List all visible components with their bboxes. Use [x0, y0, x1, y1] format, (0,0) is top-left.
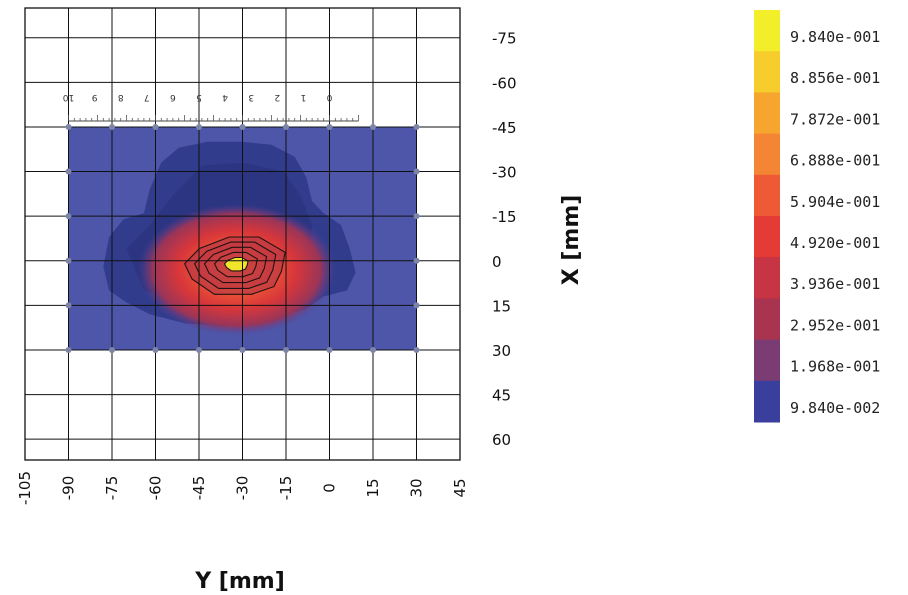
x-tick-label: -30	[234, 476, 252, 501]
grid-dot	[109, 123, 115, 130]
colorbar-label: 1.968e-001	[790, 358, 880, 376]
colorbar: 9.840e-001 8.856e-001 7.872e-001 6.888e-001…	[754, 10, 880, 423]
grid-dot	[65, 257, 72, 264]
grid-dot	[413, 257, 420, 264]
y-tick-label: -45	[492, 119, 517, 137]
grid-dot	[413, 346, 420, 353]
grid-dot	[239, 123, 246, 130]
ruler-label: 0	[326, 92, 332, 102]
x-tick-label: -90	[60, 476, 78, 501]
x-tick-label: -75	[103, 476, 121, 501]
ruler-label: 3	[248, 92, 254, 102]
grid-dot	[283, 346, 289, 353]
colorbar-label: 9.840e-001	[790, 28, 880, 46]
ruler-label: 1	[301, 92, 307, 102]
grid-dot	[65, 168, 72, 175]
grid-dot	[413, 168, 420, 175]
colorbar-label: 8.856e-001	[790, 69, 880, 87]
x-tick-label: -105	[16, 471, 34, 505]
grid	[24, 7, 461, 461]
grid-dot	[239, 346, 246, 353]
colorbar-label: 2.952e-001	[790, 316, 880, 334]
grid-dot	[196, 123, 202, 130]
x-tick-label: 15	[364, 478, 382, 497]
grid-dots	[65, 123, 420, 353]
colorbar-segment	[754, 92, 780, 135]
plot-area: 10 9 8 7 6 5 4 3 2 1 0	[24, 7, 461, 461]
grid-dot	[413, 123, 420, 130]
contour-line	[213, 251, 258, 278]
colorbar-segment	[754, 174, 780, 217]
contour-line	[183, 236, 286, 295]
y-tick-label: -15	[492, 208, 517, 226]
colorbar-segment	[754, 298, 780, 341]
y-axis-ticks: -75 -60 -45 -30 -15 0 15 30 45 60	[492, 30, 517, 449]
y-tick-label: -30	[492, 164, 517, 182]
ruler-label: 9	[91, 92, 97, 102]
grid-dot	[65, 346, 72, 353]
colorbar-label: 7.872e-001	[790, 110, 880, 128]
grid-dot	[283, 123, 289, 130]
grid-dot	[152, 346, 159, 353]
grid-dot	[370, 346, 376, 353]
ruler-label: 4	[222, 92, 228, 102]
y-tick-label: 30	[492, 342, 511, 360]
y-tick-label: -75	[492, 30, 517, 48]
colorbar-segment	[754, 257, 780, 299]
grid-dot	[65, 302, 72, 309]
x-tick-label: -15	[277, 476, 295, 501]
colorbar-segment	[754, 380, 780, 423]
grid-dot	[413, 302, 420, 309]
y-tick-label: 45	[492, 387, 511, 405]
contour-layer	[183, 236, 286, 295]
y-tick-label: 0	[492, 253, 502, 271]
grid-dot	[370, 123, 376, 130]
y-tick-label: 60	[492, 431, 511, 449]
colorbar-label: 6.888e-001	[790, 152, 880, 170]
x-tick-label: -45	[190, 476, 208, 501]
colorbar-label: 4.920e-001	[790, 234, 880, 252]
grid-dot	[413, 213, 420, 220]
x-tick-label: 30	[408, 478, 426, 497]
y-tick-label: 15	[492, 297, 511, 315]
ruler: 10 9 8 7 6 5 4 3 2 1 0	[63, 92, 359, 122]
contour-line	[193, 241, 277, 289]
colorbar-label: 5.904e-001	[790, 193, 880, 211]
x-axis-title: Y [mm]	[194, 569, 285, 594]
grid-dot	[326, 346, 333, 353]
x-axis-ticks: -105 -90 -75 -60 -45 -30 -15 0 15 30 45	[16, 471, 469, 505]
colorbar-label: 9.840e-002	[790, 399, 880, 417]
x-tick-label: 0	[321, 483, 339, 493]
grid-dot	[196, 346, 202, 353]
colorbar-segment	[754, 216, 780, 258]
ruler-label: 7	[144, 92, 150, 102]
grid-dot	[326, 123, 333, 130]
ruler-label: 6	[170, 92, 176, 102]
colorbar-segment	[754, 339, 780, 382]
grid-dot	[65, 213, 72, 220]
colorbar-segment	[754, 10, 780, 52]
x-tick-label: 45	[451, 478, 469, 497]
grid-dot	[109, 346, 115, 353]
grid-dot	[65, 123, 72, 130]
x-tick-label: -60	[147, 476, 165, 501]
contour-line	[203, 246, 268, 284]
colorbar-segment	[754, 51, 780, 93]
colorbar-segment	[754, 133, 780, 176]
ruler-label: 5	[196, 92, 202, 102]
y-axis-title: X [mm]	[559, 195, 584, 286]
ruler-label: 2	[274, 92, 280, 102]
grid-dot	[152, 123, 159, 130]
colorbar-label: 3.936e-001	[790, 275, 880, 293]
ruler-label: 8	[118, 92, 124, 102]
y-tick-label: -60	[492, 74, 517, 92]
ruler-label: 10	[63, 92, 75, 102]
